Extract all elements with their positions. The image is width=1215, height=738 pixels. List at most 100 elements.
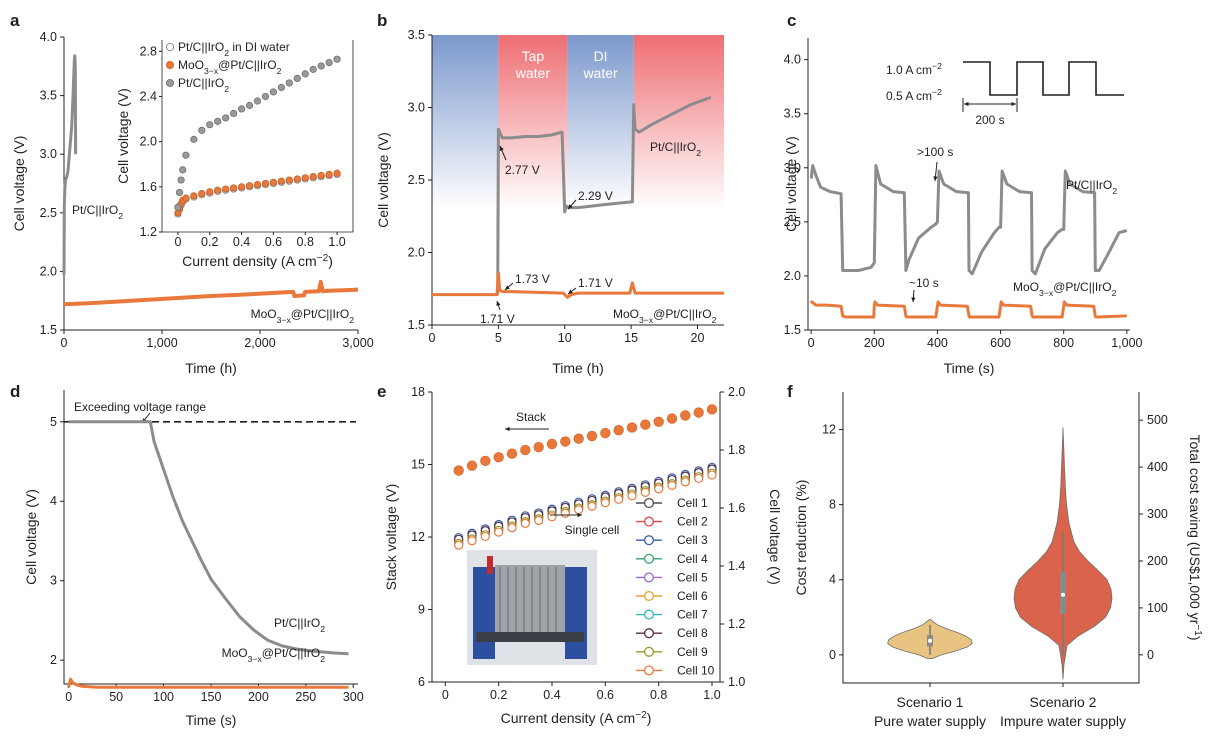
panel-e-single-cell-label: Single cell [565, 523, 620, 537]
panel-a-y-tick-label: 2.5 [40, 206, 57, 220]
panel-e-x-tick-label: 0.6 [597, 688, 614, 702]
panel-f-median [928, 638, 932, 643]
panel-e-photo [467, 550, 597, 665]
panel-a-inset-point-1 [253, 180, 262, 189]
panel-e-y2-tick-label: 2.0 [728, 385, 745, 399]
panel-e-y2-tick-label: 1.8 [728, 443, 745, 457]
panel-f-label: f [787, 382, 793, 401]
panel-d-y-tick-label: 2 [50, 653, 57, 667]
panel-a-inset-y-tick-label: 2.0 [140, 135, 157, 149]
panel-f-median [1061, 592, 1065, 597]
panel-b-label: b [377, 11, 387, 30]
panel-b-series-label-1: MoO3−x@Pt/C||IrO2 [613, 307, 717, 325]
panel-c-y-tick-label: 4.0 [784, 53, 801, 67]
panel-a-inset-point-1 [261, 179, 270, 188]
panel-e-y-tick-label: 9 [418, 603, 425, 617]
panel-e-stack-point [493, 452, 504, 463]
panel-e-legend-marker [643, 497, 655, 509]
panel-c-y-tick-label: 2.5 [784, 215, 801, 229]
panel-a-inset-point-2 [333, 55, 341, 63]
panel-a-inset-point-2 [198, 126, 206, 134]
panel-a-inset-y-tick-label: 1.6 [140, 180, 157, 194]
panel-e-cell-point-10 [534, 515, 544, 526]
panel-d-threshold-label: Exceeding voltage range [74, 400, 206, 414]
photo-endplate [473, 567, 495, 659]
panel-c-y-tick-label: 3.5 [784, 107, 801, 121]
panel-e-cell-point-10 [560, 508, 570, 518]
panel-e-legend-marker [643, 535, 655, 546]
panel-a-series-0 [62, 54, 78, 275]
panel-a-inset-point-1 [293, 175, 301, 183]
panel-a-ylabel: Cell voltage (V) [11, 136, 27, 232]
panel-e-cell-point-10 [480, 531, 490, 542]
panel-e-stack-point [680, 410, 691, 421]
panel-a-x-tick-label: 0 [61, 336, 68, 350]
panel-a-inset-point-2 [269, 88, 278, 96]
panel-e-stack-point [520, 444, 531, 456]
panel-a-inset-ylabel: Cell voltage (V) [115, 88, 131, 184]
panel-c-y-tick-label: 2.0 [784, 269, 801, 283]
panel-c-period-arrow-head [964, 101, 969, 107]
panel-a-series-1 [63, 279, 359, 307]
panel-f-category-label: Pure water supply [874, 713, 986, 729]
panel-b-x-tick-label: 0 [429, 331, 436, 345]
panel-e-legend-label: Cell 10 [677, 663, 715, 677]
panel-e-stack-point [533, 441, 544, 453]
panel-e-legend-marker [643, 665, 655, 676]
panel-b-zone-2 [567, 35, 634, 209]
panel-e-legend-marker [643, 516, 655, 527]
panel-c-square-wave [963, 61, 1124, 96]
panel-e-legend-marker [643, 572, 655, 583]
panel-e-stack-point [666, 413, 678, 424]
panel-e-legend-label: Cell 5 [677, 570, 708, 584]
panel-b-y-tick-label: 3.0 [408, 101, 425, 115]
panel-c-x-tick-label: 600 [990, 336, 1011, 350]
panel-a-inset-point-1 [190, 192, 198, 200]
panel-e-y2-tick-label: 1.2 [728, 617, 745, 631]
panel-e-cell-point-10 [654, 484, 664, 494]
panel-a-inset-y-tick-label: 1.2 [140, 225, 157, 239]
panel-e-stack-point [546, 438, 558, 450]
panel-c-series-label-0: Pt/C||IrO2 [1066, 178, 1117, 196]
panel-d-series-label-0: Pt/C||IrO2 [274, 616, 325, 634]
panel-d-ylabel: Cell voltage (V) [23, 489, 39, 585]
panel-e-legend-label: Cell 9 [677, 645, 708, 659]
panel-f-y2-tick-label: 0 [1147, 648, 1154, 662]
panel-f-y2-tick-label: 200 [1147, 554, 1168, 568]
panel-a-inset-point-2 [175, 188, 184, 197]
panel-a-inset-x-tick-label: 0.6 [265, 235, 282, 249]
panel-b-x-tick-label: 20 [691, 331, 705, 345]
panel-e-stack-point [480, 455, 491, 467]
panel-e-cell-point-10 [667, 480, 677, 490]
panel-e-ylabel: Stack voltage (V) [383, 484, 399, 591]
panel-c-x-tick-label: 200 [864, 336, 885, 350]
panel-a-inset-point-1 [206, 188, 214, 196]
panel-d-x-tick-label: 200 [248, 690, 269, 704]
panel-a-inset-point-1 [230, 184, 238, 192]
panel-f-y-tick-label: 8 [829, 498, 836, 512]
panel-a-x-tick-label: 2,000 [244, 336, 275, 350]
panel-e-cell-point-10 [627, 491, 637, 501]
panel-e-label: e [377, 382, 386, 401]
panel-f-category-label: Impure water supply [1000, 713, 1126, 729]
photo-stack-body [495, 565, 565, 635]
panel-e-x-tick-label: 0.2 [490, 688, 507, 702]
panel-b-x-tick-label: 10 [558, 331, 572, 345]
panel-a-inset-point-1 [325, 170, 333, 178]
panel-e-y2-tick-label: 1.0 [728, 675, 745, 689]
panel-e-x-tick-label: 1.0 [703, 688, 720, 702]
panel-d-x-tick-label: 150 [201, 690, 222, 704]
panel-e-stack-point [640, 419, 651, 430]
panel-a-inset-point-2 [261, 92, 270, 101]
panel-d-x-tick-label: 0 [65, 690, 72, 704]
panel-a-inset-point-2 [245, 101, 254, 110]
panel-e-stack-point [573, 433, 584, 444]
panel-a-inset-point-2 [293, 74, 301, 83]
panel-b-y-tick-label: 2.0 [408, 246, 425, 260]
panel-f-y2-tick-label: 400 [1147, 460, 1168, 474]
panel-e-stack-point [600, 427, 611, 439]
panel-c-arrow-head [911, 297, 916, 302]
panel-b-series-1 [432, 271, 724, 299]
panel-a-inset-point-1 [245, 182, 254, 190]
